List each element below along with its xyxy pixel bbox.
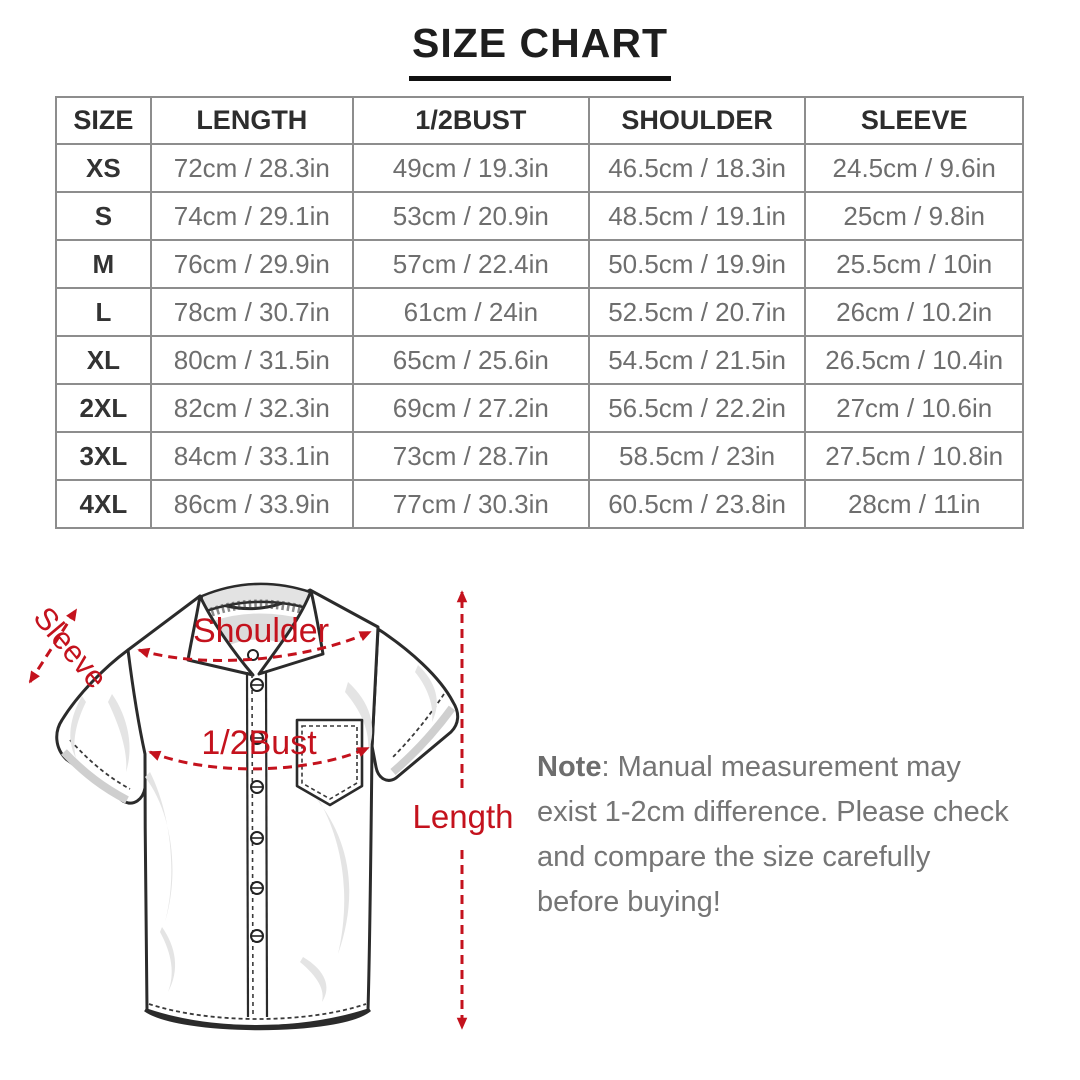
- size-cell: 2XL: [55, 383, 152, 433]
- measurement-cell: 72cm / 28.3in: [149, 143, 354, 193]
- shirt-sleeves: [55, 627, 460, 805]
- measurement-cell: 26cm / 10.2in: [804, 287, 1024, 337]
- table-row: 2XL 82cm / 32.3in 69cm / 27.2in 56.5cm / 22…: [55, 383, 1024, 433]
- page-title: SIZE CHART: [409, 20, 671, 81]
- measurement-note: Note: Manual measurement may exist 1-2cm…: [537, 745, 1015, 925]
- size-cell: S: [55, 191, 152, 241]
- measurement-cell: 73cm / 28.7in: [351, 431, 590, 481]
- measurement-cell: 46.5cm / 18.3in: [587, 143, 807, 193]
- table-row: L 78cm / 30.7in 61cm / 24in 52.5cm / 20.7in…: [55, 287, 1024, 337]
- measurement-cell: 48.5cm / 19.1in: [587, 191, 807, 241]
- table-header-row: SIZE LENGTH 1/2BUST SHOULDER SLEEVE: [55, 96, 1024, 145]
- measurement-cell: 84cm / 33.1in: [149, 431, 354, 481]
- sleeve-label: Sleeve: [27, 600, 115, 695]
- length-label: Length: [413, 798, 514, 835]
- size-cell: XS: [55, 143, 152, 193]
- note-label: Note: [537, 751, 602, 783]
- measurement-cell: 80cm / 31.5in: [149, 335, 354, 385]
- table-row: M 76cm / 29.9in 57cm / 22.4in 50.5cm / 19.9…: [55, 239, 1024, 289]
- measurement-cell: 50.5cm / 19.9in: [587, 239, 807, 289]
- measurement-cell: 28cm / 11in: [804, 479, 1024, 529]
- page-title-wrap: SIZE CHART: [0, 20, 1080, 81]
- shirt-body: [70, 588, 437, 1031]
- column-header: LENGTH: [149, 96, 354, 145]
- measurement-cell: 69cm / 27.2in: [351, 383, 590, 433]
- measurement-cell: 49cm / 19.3in: [351, 143, 590, 193]
- measurement-cell: 27cm / 10.6in: [804, 383, 1024, 433]
- size-cell: XL: [55, 335, 152, 385]
- measurement-cell: 82cm / 32.3in: [149, 383, 354, 433]
- table-row: XL 80cm / 31.5in 65cm / 25.6in 54.5cm / 21.…: [55, 335, 1024, 385]
- bust-label: 1/2Bust: [201, 724, 317, 762]
- measurement-cell: 25cm / 9.8in: [804, 191, 1024, 241]
- measurement-cell: 76cm / 29.9in: [149, 239, 354, 289]
- measurement-cell: 77cm / 30.3in: [351, 479, 590, 529]
- measurement-annotations: [28, 590, 468, 1030]
- measurement-cell: 56.5cm / 22.2in: [587, 383, 807, 433]
- measurement-cell: 53cm / 20.9in: [351, 191, 590, 241]
- note-text: : Manual measurement may exist 1-2cm dif…: [537, 751, 1009, 918]
- size-cell: 3XL: [55, 431, 152, 481]
- table-row: 4XL 86cm / 33.9in 77cm / 30.3in 60.5cm / 23…: [55, 479, 1024, 529]
- shirt-diagram: Sleeve Shoulder 1/2Bust Length: [0, 562, 520, 1057]
- measurement-cell: 61cm / 24in: [351, 287, 590, 337]
- chest-pocket: [295, 718, 364, 807]
- measurement-cell: 52.5cm / 20.7in: [587, 287, 807, 337]
- measurement-cell: 25.5cm / 10in: [804, 239, 1024, 289]
- measurement-cell: 74cm / 29.1in: [149, 191, 354, 241]
- measurement-cell: 65cm / 25.6in: [351, 335, 590, 385]
- table-row: XS 72cm / 28.3in 49cm / 19.3in 46.5cm / 18.…: [55, 143, 1024, 193]
- measurement-cell: 54.5cm / 21.5in: [587, 335, 807, 385]
- measurement-cell: 60.5cm / 23.8in: [587, 479, 807, 529]
- measurement-cell: 58.5cm / 23in: [587, 431, 807, 481]
- column-header: SHOULDER: [587, 96, 807, 145]
- column-header: 1/2BUST: [351, 96, 590, 145]
- table-row: S 74cm / 29.1in 53cm / 20.9in 48.5cm / 19.1…: [55, 191, 1024, 241]
- size-cell: 4XL: [55, 479, 152, 529]
- measurement-cell: 57cm / 22.4in: [351, 239, 590, 289]
- table-body: XS 72cm / 28.3in 49cm / 19.3in 46.5cm / 18.…: [55, 143, 1024, 529]
- measurement-cell: 26.5cm / 10.4in: [804, 335, 1024, 385]
- shirt-hem: [144, 1008, 371, 1031]
- column-header: SLEEVE: [804, 96, 1024, 145]
- measurement-cell: 78cm / 30.7in: [149, 287, 354, 337]
- column-header: SIZE: [55, 96, 152, 145]
- shoulder-label: Shoulder: [193, 612, 329, 650]
- bust-arrow: [148, 746, 370, 771]
- measurement-cell: 24.5cm / 9.6in: [804, 143, 1024, 193]
- measurement-cell: 27.5cm / 10.8in: [804, 431, 1024, 481]
- button-placket: [245, 649, 269, 1018]
- size-cell: M: [55, 239, 152, 289]
- table-row: 3XL 84cm / 33.1in 73cm / 28.7in 58.5cm / 23…: [55, 431, 1024, 481]
- size-cell: L: [55, 287, 152, 337]
- fabric-creases: [70, 665, 437, 1002]
- measurement-cell: 86cm / 33.9in: [149, 479, 354, 529]
- size-chart-table: SIZE LENGTH 1/2BUST SHOULDER SLEEVE XS 72cm /…: [55, 96, 1024, 529]
